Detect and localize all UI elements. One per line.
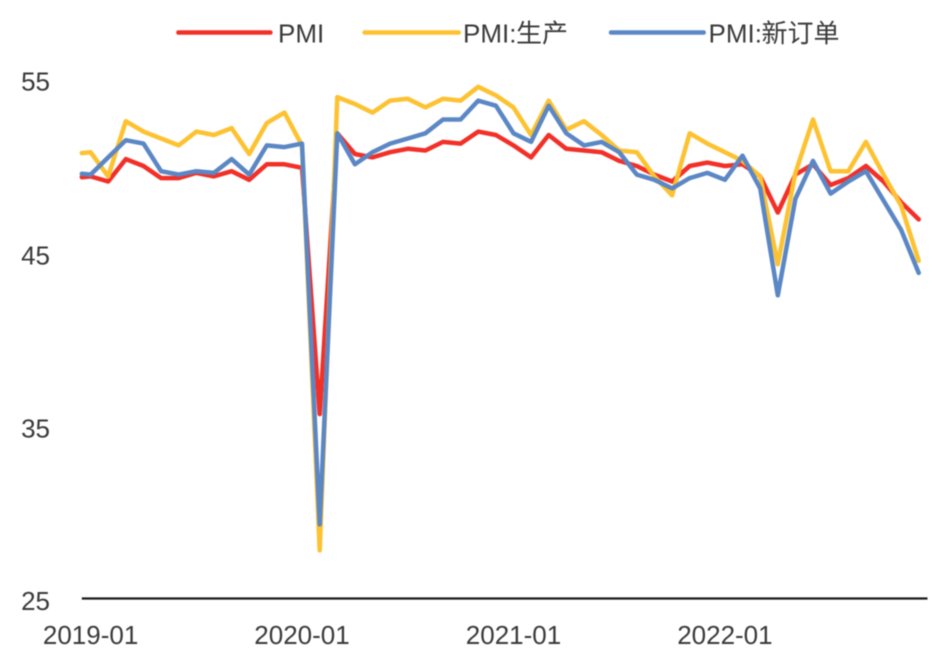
svg-text:PMI:: PMI: [463, 18, 516, 48]
svg-text:2020-01: 2020-01 [254, 620, 349, 650]
svg-text:55: 55 [21, 67, 50, 97]
svg-text:25: 25 [21, 586, 50, 616]
svg-text:2019-01: 2019-01 [43, 620, 138, 650]
svg-text:45: 45 [21, 241, 50, 271]
svg-text:35: 35 [21, 414, 50, 444]
svg-text:PMI: PMI [278, 18, 324, 48]
svg-text:2022-01: 2022-01 [677, 620, 772, 650]
svg-text:PMI:: PMI: [709, 18, 762, 48]
svg-text:2021-01: 2021-01 [466, 620, 561, 650]
